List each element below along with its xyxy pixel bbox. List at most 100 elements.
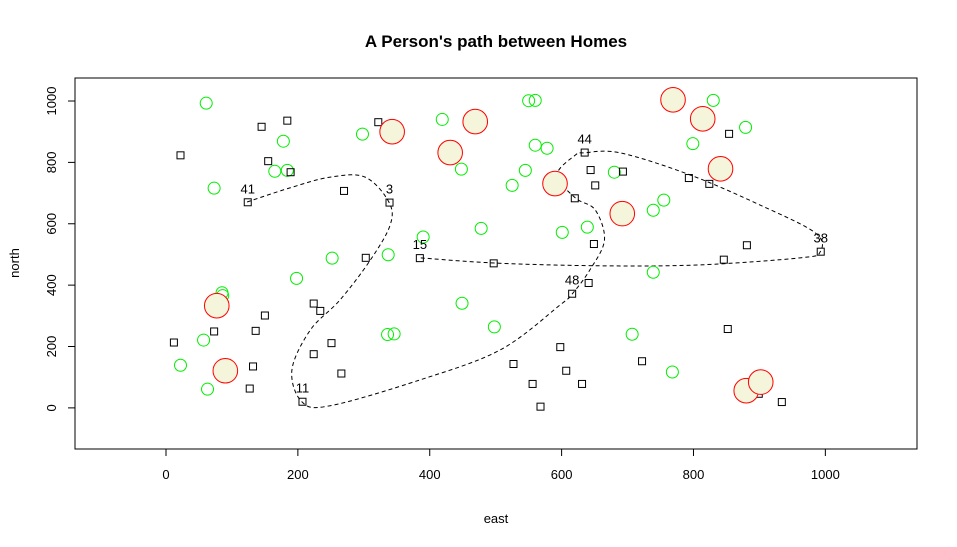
square-point [264,157,273,166]
green-circle-point [280,163,294,177]
square-point [169,338,178,347]
green-circle-point [355,127,369,141]
home-circle-point [609,200,636,227]
square-point [361,253,370,262]
square-point [816,247,825,256]
square-point [618,167,627,176]
green-circle-point [474,221,488,235]
green-circle-point [199,96,213,110]
green-circle-point [276,134,290,148]
x-tick-label: 800 [683,467,705,482]
green-circle-point [268,164,282,178]
square-point [374,118,383,127]
green-circle-point [197,333,211,347]
square-point [570,194,579,203]
y-tick-label: 1000 [44,87,59,116]
green-circle-point [381,328,395,342]
x-tick: 200 [287,449,309,482]
square-point [286,168,295,177]
square-point [556,343,565,352]
square-point [385,198,394,207]
x-tick-label: 400 [419,467,441,482]
square-point [298,397,307,406]
square-point [578,379,587,388]
square-point [777,398,786,407]
x-tick: 0 [162,449,170,482]
home-circle-point [747,369,774,395]
square-point [528,379,537,388]
square-point [210,327,219,336]
square-point [327,339,336,348]
home-circle-point [437,139,463,166]
green-circle-point [646,203,660,217]
square-point [489,259,498,268]
green-circle-point [207,181,221,195]
square-point [243,198,252,207]
y-tick: 1000 [44,87,75,116]
square-point [340,186,349,195]
point-label: 15 [413,237,427,252]
x-tick: 800 [683,449,705,482]
point-label: 11 [296,381,310,396]
square-point [176,151,185,160]
square-point [723,325,732,334]
green-circle-point [505,178,519,192]
plot-frame [74,77,918,450]
square-point [536,402,545,411]
y-axis: 0 200 400 600 800 1000 [44,87,75,411]
square-point [562,366,571,375]
green-circle-point [657,193,671,207]
green-circle-point [518,163,532,177]
green-circle-point [607,165,621,179]
green-circle-point [686,137,700,151]
square-point [337,369,346,378]
x-tick: 1000 [811,449,840,482]
square-point [586,166,595,175]
square-point [509,359,518,368]
x-tick-label: 600 [551,467,573,482]
square-point [260,311,269,320]
green-circle-point [625,327,639,341]
x-tick-label: 200 [287,467,309,482]
y-axis-label: north [7,248,22,278]
green-circle-point [487,320,501,334]
green-circle-point [290,271,304,285]
square-point [580,148,589,157]
green-circle-point [173,358,187,372]
green-circle-point [646,265,660,279]
home-circle-point [542,170,568,197]
square-point [245,384,254,393]
y-tick-label: 400 [44,274,59,296]
green-circle-point [435,112,449,126]
x-axis-label: east [484,511,509,526]
green-circle-point [528,93,542,107]
square-point [316,306,325,315]
home-circle-point [462,108,489,135]
y-tick: 800 [44,152,75,174]
x-tick-label: 0 [162,467,169,482]
y-tick: 0 [44,404,75,411]
square-point [591,181,600,190]
square-point [719,255,728,264]
point-label: 38 [813,231,827,246]
square-point [705,179,714,188]
green-circle-point [325,251,339,265]
green-circle-point [555,225,569,239]
square-point [257,122,266,131]
home-circle-point [203,292,230,319]
green-circle-point [416,230,430,244]
square-point [584,278,593,287]
x-tick: 400 [419,449,441,482]
path-line [246,150,823,409]
green-circle-point [522,94,536,108]
square-point [725,129,734,138]
square-point [415,254,424,263]
square-point [251,326,260,335]
square-point [568,289,577,298]
y-tick-label: 800 [44,152,59,174]
square-point [742,241,751,250]
x-tick-label: 1000 [811,467,840,482]
chart-title: A Person's path between Homes [365,32,627,51]
home-circle-point [660,86,686,113]
